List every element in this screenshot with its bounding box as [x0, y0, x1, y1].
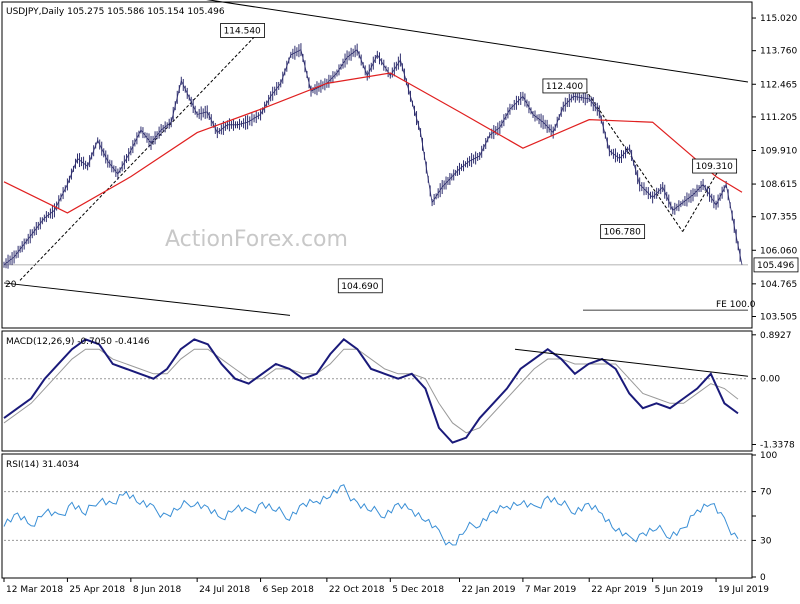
- macd-title: MACD(12,26,9) -0.7050 -0.4146: [6, 337, 150, 347]
- price-y-tick-label: 113.760: [760, 47, 797, 57]
- macd-signal-line: [3, 348, 739, 434]
- x-tick-label: 5 Dec 2018: [392, 585, 444, 595]
- channel-upper-line: [206, 0, 749, 83]
- x-tick-label: 6 Sep 2018: [263, 585, 315, 595]
- rsi-y-tick-label: 0: [760, 573, 766, 583]
- macd-trend-line: [514, 348, 749, 377]
- price-data-label: 109.310: [696, 162, 733, 172]
- moving-average-line: [3, 72, 743, 214]
- price-label-box: [600, 224, 646, 240]
- price-label-box: [753, 257, 799, 273]
- fe-label: FE 100.0: [716, 300, 756, 310]
- macd-y-tick-label: -1.3378: [760, 440, 795, 450]
- x-tick-label: 8 Jun 2018: [133, 585, 182, 595]
- price-y-tick-label: 107.355: [760, 213, 797, 223]
- price-line: [3, 49, 743, 266]
- chart-header: USDJPY,Daily 105.275 105.586 105.154 105…: [6, 7, 225, 17]
- price-y-tick-label: 104.765: [760, 280, 797, 290]
- price-y-tick-label: 115.020: [760, 14, 797, 24]
- price-data-label: 105.496: [757, 261, 794, 271]
- x-tick-label: 5 Jun 2019: [655, 585, 704, 595]
- rsi-line: [3, 484, 739, 546]
- price-data-label: 114.540: [224, 26, 261, 36]
- projection-line: [19, 30, 261, 281]
- price-y-tick-label: 108.615: [760, 180, 797, 190]
- watermark: ActionForex.com: [165, 227, 348, 252]
- channel-lower-line: [3, 282, 291, 316]
- x-tick-label: 24 Jul 2018: [199, 585, 250, 595]
- x-tick-label: 12 Mar 2018: [6, 585, 63, 595]
- price-label-box: [337, 278, 383, 294]
- projection-line: [682, 165, 722, 232]
- rsi-y-tick-label: 70: [760, 488, 772, 498]
- price-y-tick-label: 109.910: [760, 146, 797, 156]
- price-data-label: 112.400: [546, 82, 583, 92]
- macd-y-tick-label: 0.8927: [760, 331, 792, 341]
- price-data-label: 106.780: [604, 228, 641, 238]
- price-pane: 103.505 104.765 106.060 107.355 108.615 109.9…: [3, 0, 799, 323]
- x-axis: 12 Mar 2018 25 Apr 2018 8 Jun 2018 24 Jul 2…: [3, 578, 769, 595]
- x-tick-label: 22 Oct 2018: [329, 585, 385, 595]
- x-tick-label: 22 Apr 2019: [591, 585, 647, 595]
- price-y-tick-label: 111.205: [760, 113, 797, 123]
- price-pane-frame: [1, 1, 753, 329]
- price-label-box: [220, 23, 265, 38]
- projection-line: [582, 85, 684, 232]
- macd-line: [3, 338, 739, 444]
- x-tick-label: 7 Mar 2019: [525, 585, 577, 595]
- rsi-title: RSI(14) 31.4034: [6, 460, 79, 470]
- macd-pane-frame: [1, 330, 753, 452]
- rsi-y-tick-label: 30: [760, 536, 772, 546]
- macd-pane: 0.8927 0.00 -1.3378: [3, 331, 795, 450]
- price-data-label: 104.690: [341, 282, 378, 292]
- price-y-tick-label: 112.465: [760, 80, 797, 90]
- rsi-pane: 100 70 30 0: [3, 451, 777, 583]
- price-y-tick-label: 106.060: [760, 246, 797, 256]
- price-label-box: [692, 158, 738, 174]
- x-tick-label: 25 Apr 2018: [69, 585, 125, 595]
- rsi-y-tick-label: 100: [760, 451, 777, 461]
- x-tick-label: 22 Jan 2019: [461, 585, 515, 595]
- macd-y-tick-label: 0.00: [760, 375, 780, 385]
- price-label-box: [542, 78, 588, 94]
- x-tick-label: 19 Jul 2019: [718, 585, 769, 595]
- price-y-tick-label: 103.505: [760, 313, 797, 323]
- edge-left-label: 20: [5, 280, 17, 290]
